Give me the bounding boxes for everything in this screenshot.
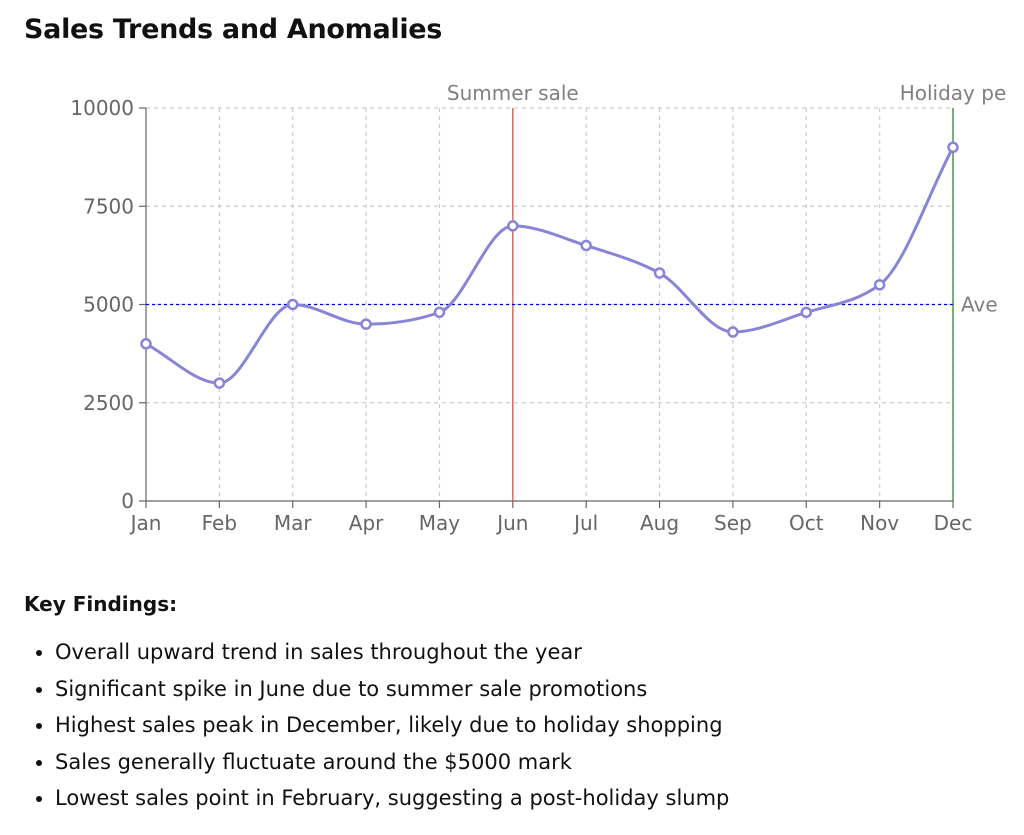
key-findings-list: Overall upward trend in sales throughout… bbox=[24, 634, 1004, 817]
x-tick-label: Jul bbox=[572, 511, 598, 535]
reference-line-label: Ave bbox=[961, 293, 998, 317]
x-tick-label: Jun bbox=[495, 511, 528, 535]
data-point bbox=[653, 267, 666, 279]
key-findings-section: Key Findings: Overall upward trend in sa… bbox=[24, 592, 1004, 817]
x-tick-label: Mar bbox=[274, 511, 313, 535]
series-line-sales bbox=[145, 146, 955, 385]
x-tick-label: Dec bbox=[934, 511, 973, 535]
y-tick-label: 0 bbox=[121, 489, 134, 513]
finding-item: Sales generally fluctuate around the $50… bbox=[55, 744, 1004, 781]
chart-canvas: 0 2500 5000 7500 10000 Jan Feb Mar Apr May Jun Jul A… bbox=[70, 81, 1007, 535]
finding-item: Significant spike in June due to summer … bbox=[55, 671, 1004, 708]
y-tick-label: 2500 bbox=[83, 391, 134, 415]
y-tick-label: 5000 bbox=[83, 293, 134, 317]
data-point bbox=[360, 318, 372, 330]
data-point bbox=[433, 306, 446, 319]
y-tick-label: 10000 bbox=[70, 96, 134, 120]
data-point bbox=[213, 377, 226, 389]
data-point bbox=[580, 239, 592, 252]
data-point bbox=[727, 326, 739, 338]
x-tick-label: Oct bbox=[789, 511, 824, 535]
page-title: Sales Trends and Anomalies bbox=[24, 14, 443, 45]
finding-item: Lowest sales point in February, suggesti… bbox=[55, 780, 1004, 817]
data-point bbox=[873, 279, 886, 291]
finding-item: Highest sales peak in December, likely d… bbox=[55, 707, 1004, 744]
data-point bbox=[286, 298, 299, 311]
x-tick-label: Feb bbox=[202, 511, 237, 535]
data-point bbox=[947, 141, 959, 154]
data-point bbox=[507, 220, 519, 232]
x-tick-label: May bbox=[419, 511, 461, 535]
x-tick-label: Nov bbox=[860, 511, 899, 535]
finding-item: Overall upward trend in sales throughout… bbox=[55, 634, 1004, 671]
key-findings-title: Key Findings: bbox=[24, 592, 178, 616]
x-tick-label: Jan bbox=[129, 511, 162, 535]
x-tick-label: Aug bbox=[640, 511, 679, 535]
x-tick-label: Apr bbox=[349, 511, 384, 535]
y-tick-label: 7500 bbox=[83, 194, 134, 218]
reference-line-label: Summer sale bbox=[447, 81, 579, 105]
x-tick-label: Sep bbox=[714, 511, 752, 535]
data-point bbox=[140, 338, 152, 350]
reference-line-label: Holiday pe bbox=[900, 81, 1007, 105]
data-point bbox=[800, 306, 813, 319]
sales-line-chart: 0 2500 5000 7500 10000 Jan Feb Mar Apr May Jun Jul A… bbox=[70, 81, 1007, 535]
